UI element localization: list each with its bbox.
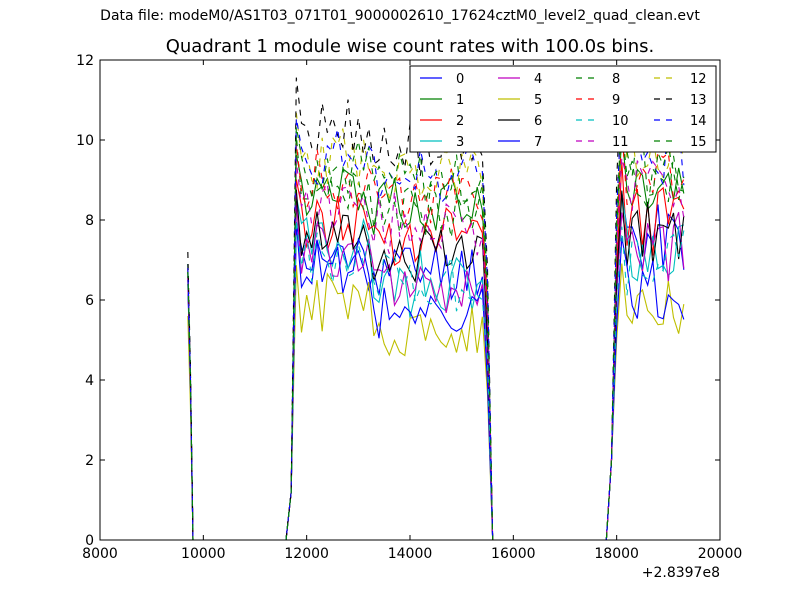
x-offset-label: +2.8397e8 xyxy=(642,565,720,581)
series-line-12 xyxy=(187,112,685,540)
series-line-1 xyxy=(187,131,685,540)
legend-label-14: 14 xyxy=(690,114,707,129)
legend-label-4: 4 xyxy=(534,72,542,87)
x-tick-label: 18000 xyxy=(594,546,639,562)
series-line-5 xyxy=(187,263,685,540)
y-tick-label: 12 xyxy=(76,53,94,69)
legend-label-1: 1 xyxy=(456,93,464,108)
legend-label-8: 8 xyxy=(612,72,620,87)
y-tick-label: 4 xyxy=(85,373,94,389)
series-line-6 xyxy=(187,189,685,540)
y-tick-label: 6 xyxy=(85,293,94,309)
legend-label-0: 0 xyxy=(456,72,464,87)
legend-label-5: 5 xyxy=(534,93,542,108)
y-tick-label: 2 xyxy=(85,453,94,469)
chart-title: Quadrant 1 module wise count rates with … xyxy=(165,36,655,57)
x-tick-label: 8000 xyxy=(82,546,118,562)
legend-label-2: 2 xyxy=(456,114,464,129)
x-tick-label: 14000 xyxy=(388,546,433,562)
legend-box xyxy=(409,65,717,153)
series-line-7 xyxy=(187,222,685,540)
x-tick-label: 16000 xyxy=(491,546,536,562)
x-tick-label: 20000 xyxy=(698,546,743,562)
x-tick-label: 12000 xyxy=(284,546,329,562)
series-line-8 xyxy=(187,124,684,540)
legend-label-9: 9 xyxy=(612,93,620,108)
y-tick-label: 10 xyxy=(76,133,94,149)
legend-label-7: 7 xyxy=(534,135,542,150)
series-line-9 xyxy=(187,127,685,540)
series-line-4 xyxy=(187,200,685,540)
series-line-10 xyxy=(187,219,685,540)
series-line-2 xyxy=(187,162,685,540)
figure-suptitle: Data file: modeM0/AS1T03_071T01_90000026… xyxy=(100,8,700,24)
legend-label-6: 6 xyxy=(534,114,542,129)
legend-label-11: 11 xyxy=(612,135,629,150)
y-tick-label: 0 xyxy=(85,533,94,549)
legend-label-3: 3 xyxy=(456,135,464,150)
y-tick-label: 8 xyxy=(85,213,94,229)
legend-label-13: 13 xyxy=(690,93,707,108)
legend-label-10: 10 xyxy=(612,114,629,129)
legend-label-15: 15 xyxy=(690,135,707,150)
legend-label-12: 12 xyxy=(690,72,707,87)
series-line-11 xyxy=(187,157,685,540)
x-tick-label: 10000 xyxy=(181,546,226,562)
series-line-14 xyxy=(187,98,685,540)
